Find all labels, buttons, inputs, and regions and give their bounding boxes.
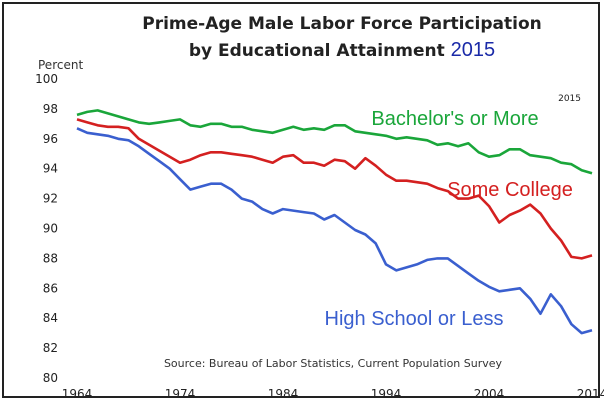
chart-subtitle: by Educational Attainment [188, 41, 445, 61]
y-tick-label: 90 [43, 222, 58, 236]
y-tick-label: 98 [43, 102, 58, 116]
y-tick-label: 94 [43, 162, 58, 176]
series-label-bachelors: Bachelor's or More [371, 108, 538, 130]
series-label-high-school: High School or Less [325, 308, 504, 330]
chart-title: Prime-Age Male Labor Force Participation [142, 14, 542, 34]
chart-frame [2, 2, 600, 398]
y-tick-label: 84 [43, 311, 58, 325]
y-tick-label: 100 [35, 72, 58, 86]
axes: 80 82 84 86 88 90 92 94 96 98 100 1964 1974 1984 1994 2… [35, 72, 604, 401]
series-line-high-school [76, 127, 593, 335]
y-tick-label: 82 [43, 341, 58, 355]
y-tick-label: 96 [43, 132, 58, 146]
series-layer [76, 109, 593, 335]
y-tick-label: 92 [43, 192, 58, 206]
x-tick-label: 1994 [371, 387, 402, 401]
source-note: Source: Bureau of Labor Statistics, Curr… [164, 357, 503, 370]
x-tick-label: 2014 [577, 387, 604, 401]
series-line-some-college [76, 118, 593, 260]
series-label-some-college: Some College [447, 179, 573, 201]
corner-year-label: 2015 [558, 94, 581, 104]
x-tick-label: 1974 [165, 387, 196, 401]
labels-layer: Bachelor's or More Some College High Schoo… [164, 94, 581, 370]
y-axis-label: Percent [38, 58, 84, 72]
y-tick-label: 86 [43, 281, 58, 295]
x-tick-label: 1964 [62, 387, 93, 401]
series-line-bachelors [76, 109, 593, 175]
x-tick-label: 2004 [474, 387, 505, 401]
chart-subtitle-row: by Educational Attainment 2015 [40, 39, 604, 62]
y-tick-label: 80 [43, 371, 58, 385]
y-tick-label: 88 [43, 251, 58, 265]
chart-title-year: 2015 [450, 39, 496, 61]
x-tick-label: 1984 [268, 387, 299, 401]
